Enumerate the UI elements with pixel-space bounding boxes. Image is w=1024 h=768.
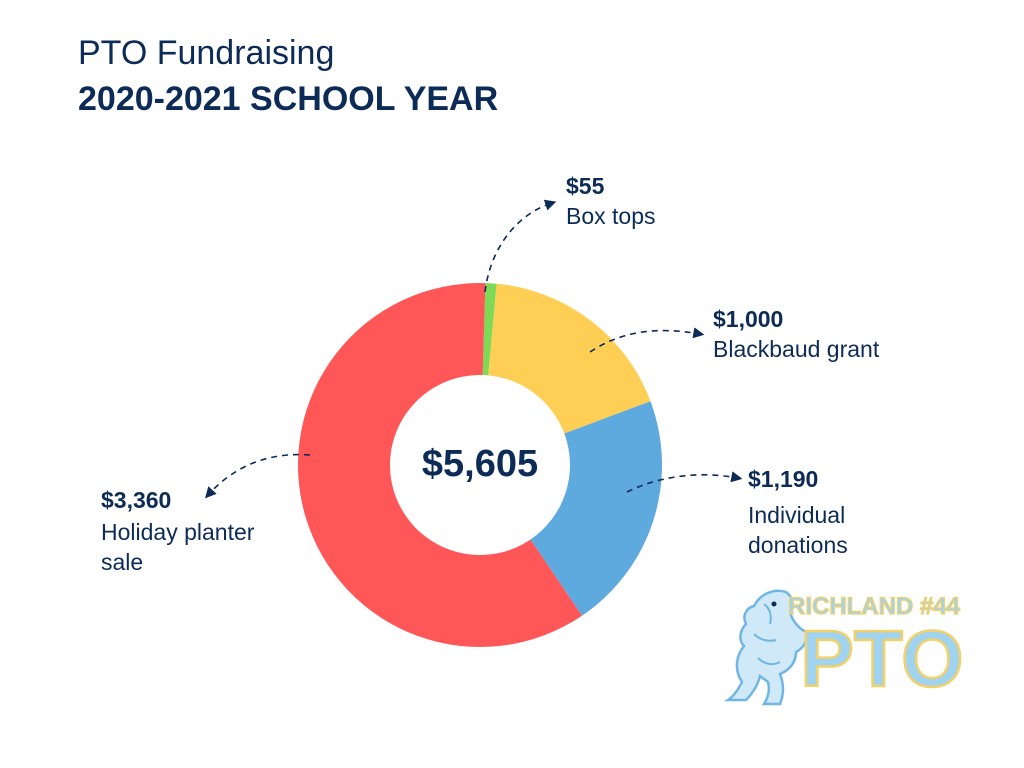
label-holiday-name-1: Holiday planter (101, 518, 255, 545)
mustang-icon (724, 589, 808, 706)
leader-line-blackbaud (589, 327, 705, 353)
label-holiday-amount: $3,360 (101, 487, 172, 513)
logo-text-line2: PTO (800, 614, 963, 703)
slice-holiday-planter-sale (298, 282, 583, 648)
label-box-tops-amount: $55 (566, 173, 605, 199)
label-blackbaud-name: Blackbaud grant (713, 335, 880, 362)
logo-text-line1: RICHLAND #44 (788, 593, 961, 620)
label-holiday-name-2: sale (101, 548, 144, 575)
label-holiday: $3,360 Holiday planter sale (101, 486, 254, 578)
richland-pto-logo: RICHLAND #44 PTO (724, 589, 964, 706)
label-individual-name-2: donations (748, 531, 848, 558)
chart-title: PTO Fundraising (78, 34, 335, 72)
label-blackbaud: $1,000 Blackbaud grant (713, 305, 879, 365)
label-individual-amount: $1,190 (748, 466, 819, 492)
donut-slices (298, 282, 662, 648)
chart-subtitle: 2020-2021 SCHOOL YEAR (78, 80, 499, 118)
label-individual-name-1: Individual (748, 501, 846, 528)
slice-individual-donations (530, 401, 662, 616)
label-box-tops-name: Box tops (566, 202, 656, 229)
leader-line-individual (626, 471, 743, 493)
slice-blackbaud-grant (488, 283, 651, 434)
leader-lines (205, 199, 743, 499)
label-box-tops: $55 Box tops (566, 172, 656, 232)
leader-line-box-tops (484, 199, 557, 293)
label-individual: $1,190 Individual donations (748, 465, 848, 561)
slice-box-tops (482, 283, 497, 376)
total-label: $5,605 (421, 443, 539, 485)
label-blackbaud-amount: $1,000 (713, 306, 784, 332)
leader-line-holiday (205, 453, 311, 499)
